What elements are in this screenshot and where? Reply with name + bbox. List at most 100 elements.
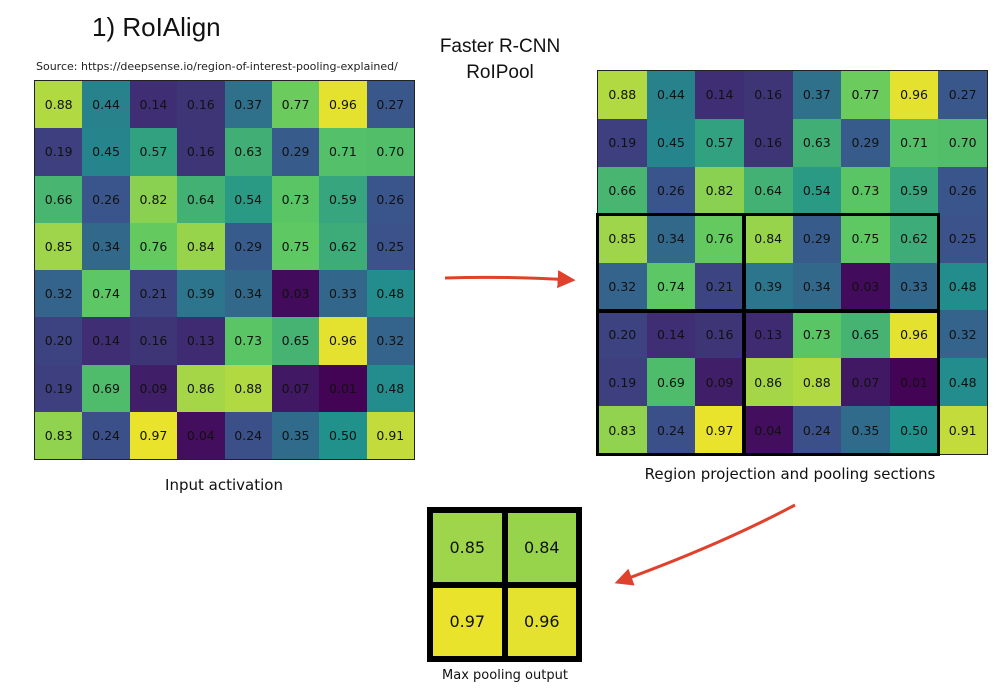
- region-projection-cell: 0.20: [598, 310, 647, 359]
- source-citation: Source: https://deepsense.io/region-of-i…: [36, 60, 398, 73]
- input-activation-cell: 0.96: [319, 81, 367, 129]
- input-activation-cell: 0.21: [129, 270, 178, 318]
- input-activation-cell: 0.88: [224, 364, 272, 412]
- region-projection-cell: 0.24: [792, 406, 842, 454]
- region-projection-cell: 0.75: [841, 214, 890, 263]
- region-projection-cell: 0.97: [695, 406, 744, 454]
- region-projection-cell: 0.16: [743, 71, 793, 119]
- region-projection-cell: 0.65: [841, 310, 890, 359]
- region-projection-cell: 0.48: [938, 358, 987, 407]
- region-projection-cell: 0.34: [792, 262, 842, 311]
- input-activation-cell: 0.85: [35, 222, 83, 270]
- input-activation-cell: 0.27: [366, 81, 414, 129]
- input-activation-cell: 0.45: [82, 128, 130, 176]
- input-activation-cell: 0.24: [224, 411, 272, 459]
- region-projection-cell: 0.13: [743, 310, 793, 359]
- region-projection-cell: 0.88: [598, 71, 647, 119]
- input-activation-cell: 0.34: [82, 222, 130, 270]
- region-projection-cell: 0.25: [938, 214, 987, 263]
- max-pooling-output-cell: 0.97: [430, 584, 505, 659]
- input-activation-cell: 0.13: [177, 317, 225, 365]
- region-projection-cell: 0.57: [695, 118, 744, 167]
- input-activation-cell: 0.04: [177, 411, 225, 459]
- region-projection-cell: 0.64: [743, 166, 793, 215]
- input-activation-cell: 0.54: [224, 175, 272, 223]
- region-projection-cell: 0.69: [646, 358, 696, 407]
- region-projection-cell: 0.91: [938, 406, 987, 454]
- region-projection-cell: 0.29: [841, 118, 890, 167]
- input-activation-cell: 0.29: [271, 128, 320, 176]
- input-activation-cell: 0.44: [82, 81, 130, 129]
- input-activation-cell: 0.09: [129, 364, 178, 412]
- region-projection-cell: 0.16: [695, 310, 744, 359]
- region-projection-cell: 0.96: [889, 310, 939, 359]
- input-activation-cell: 0.33: [319, 270, 367, 318]
- input-activation-cell: 0.26: [82, 175, 130, 223]
- region-projection-cell: 0.37: [792, 71, 842, 119]
- input-activation-cell: 0.32: [366, 317, 414, 365]
- method-label: Faster R-CNN RoIPool: [415, 34, 585, 86]
- region-projection-cell: 0.82: [695, 166, 744, 215]
- region-projection-cell: 0.19: [598, 358, 647, 407]
- region-projection-cell: 0.07: [841, 358, 890, 407]
- input-activation-cell: 0.86: [177, 364, 225, 412]
- region-projection-cell: 0.21: [695, 262, 744, 311]
- input-activation-cell: 0.16: [177, 81, 225, 129]
- input-activation-cell: 0.69: [82, 364, 130, 412]
- region-projection-cell: 0.14: [695, 71, 744, 119]
- input-activation-cell: 0.19: [35, 128, 83, 176]
- input-activation-caption: Input activation: [165, 476, 283, 494]
- max-pooling-output-cell: 0.85: [430, 510, 505, 585]
- region-projection-cell: 0.32: [938, 310, 987, 359]
- input-activation-cell: 0.35: [271, 411, 320, 459]
- input-activation-cell: 0.77: [271, 81, 320, 129]
- input-activation-grid: 0.88 0.44 0.14 0.16 0.37 0.77 0.96 0.27 0.19 0.45…: [34, 80, 415, 460]
- input-activation-cell: 0.96: [319, 317, 367, 365]
- input-activation-cell: 0.16: [177, 128, 225, 176]
- max-pooling-output-cell: 0.84: [504, 510, 579, 585]
- region-projection-cell: 0.70: [938, 118, 987, 167]
- region-projection-cell: 0.62: [889, 214, 939, 263]
- region-projection-cell: 0.83: [598, 406, 647, 454]
- arrow-down-left-icon: [614, 503, 796, 586]
- region-projection-cell: 0.04: [743, 406, 793, 454]
- region-projection-cell: 0.54: [792, 166, 842, 215]
- region-projection-cell: 0.35: [841, 406, 890, 454]
- input-activation-cell: 0.97: [129, 411, 178, 459]
- input-activation-cell: 0.25: [366, 222, 414, 270]
- input-activation-cell: 0.48: [366, 364, 414, 412]
- input-activation-cell: 0.19: [35, 364, 83, 412]
- input-activation-cell: 0.71: [319, 128, 367, 176]
- input-activation-cell: 0.73: [224, 317, 272, 365]
- region-projection-cell: 0.45: [646, 118, 696, 167]
- input-activation-cell: 0.48: [366, 270, 414, 318]
- region-projection-cell: 0.50: [889, 406, 939, 454]
- input-activation-cell: 0.91: [366, 411, 414, 459]
- region-projection-cell: 0.88: [792, 358, 842, 407]
- region-projection-cell: 0.73: [841, 166, 890, 215]
- region-projection-cell: 0.48: [938, 262, 987, 311]
- region-projection-cell: 0.77: [841, 71, 890, 119]
- region-projection-cell: 0.16: [743, 118, 793, 167]
- input-activation-cell: 0.39: [177, 270, 225, 318]
- method-line-1: Faster R-CNN: [439, 36, 561, 57]
- input-activation-cell: 0.57: [129, 128, 178, 176]
- input-activation-cell: 0.16: [129, 317, 178, 365]
- input-activation-cell: 0.50: [319, 411, 367, 459]
- method-line-2: RoIPool: [466, 62, 534, 83]
- region-projection-cell: 0.73: [792, 310, 842, 359]
- input-activation-cell: 0.64: [177, 175, 225, 223]
- region-projection-cell: 0.26: [938, 166, 987, 215]
- input-activation-cell: 0.24: [82, 411, 130, 459]
- region-projection-cell: 0.33: [889, 262, 939, 311]
- region-projection-cell: 0.76: [695, 214, 744, 263]
- max-pooling-output-cell: 0.96: [504, 584, 579, 659]
- input-activation-cell: 0.59: [319, 175, 367, 223]
- region-projection-cell: 0.09: [695, 358, 744, 407]
- region-projection-cell: 0.19: [598, 118, 647, 167]
- input-activation-cell: 0.82: [129, 175, 178, 223]
- input-activation-cell: 0.75: [271, 222, 320, 270]
- region-projection-cell: 0.59: [889, 166, 939, 215]
- region-projection-cell: 0.39: [743, 262, 793, 311]
- input-activation-cell: 0.26: [366, 175, 414, 223]
